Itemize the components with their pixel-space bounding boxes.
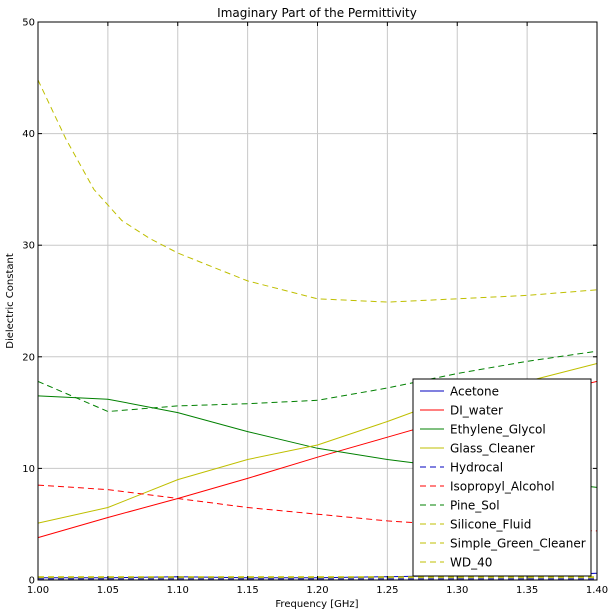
x-tick-label: 1.25 xyxy=(376,585,398,596)
x-tick-label: 1.10 xyxy=(167,585,189,596)
legend-entry: Glass_Cleaner xyxy=(450,442,535,456)
y-axis-label: Dielectric Constant xyxy=(5,253,16,349)
legend-entry: DI_water xyxy=(450,404,503,418)
x-axis-label: Frequency [GHz] xyxy=(275,599,358,610)
x-tick-label: 1.30 xyxy=(446,585,468,596)
y-tick-label: 40 xyxy=(22,129,35,140)
x-tick-label: 1.20 xyxy=(306,585,328,596)
grid xyxy=(38,22,597,580)
legend: Acetone DI_water Ethylene_Glycol Glass_Clea… xyxy=(412,378,592,577)
y-tick-label: 50 xyxy=(22,18,35,29)
y-tick-label: 0 xyxy=(29,576,35,587)
legend-entry: Simple_Green_Cleaner xyxy=(450,537,586,551)
x-tick-label: 1.15 xyxy=(236,585,258,596)
legend-entry: Isopropyl_Alcohol xyxy=(450,480,555,494)
series-line-pine-sol xyxy=(37,350,598,413)
ticks: 1.00 1.05 1.10 1.15 1.20 1.25 1.30 1.35 1.40 0 10 2… xyxy=(22,18,608,597)
y-tick-label: 10 xyxy=(22,464,35,475)
chart-title: Imaginary Part of the Permittivity xyxy=(217,6,417,20)
x-tick-label: 1.05 xyxy=(97,585,119,596)
series-line-wd-40 xyxy=(37,79,598,303)
legend-entry: Ethylene_Glycol xyxy=(450,423,546,437)
y-tick-label: 30 xyxy=(22,241,35,252)
x-tick-label: 1.40 xyxy=(586,585,608,596)
legend-entry: WD_40 xyxy=(450,556,492,570)
legend-entry: Acetone xyxy=(450,385,499,399)
legend-entry: Hydrocal xyxy=(450,461,503,475)
y-tick-label: 20 xyxy=(22,352,35,363)
x-tick-label: 1.35 xyxy=(516,585,538,596)
series-line-isopropyl-alcohol xyxy=(37,484,598,532)
legend-entry: Silicone_Fluid xyxy=(450,518,531,532)
legend-entry: Pine_Sol xyxy=(450,499,500,513)
x-tick-label: 1.00 xyxy=(27,585,49,596)
